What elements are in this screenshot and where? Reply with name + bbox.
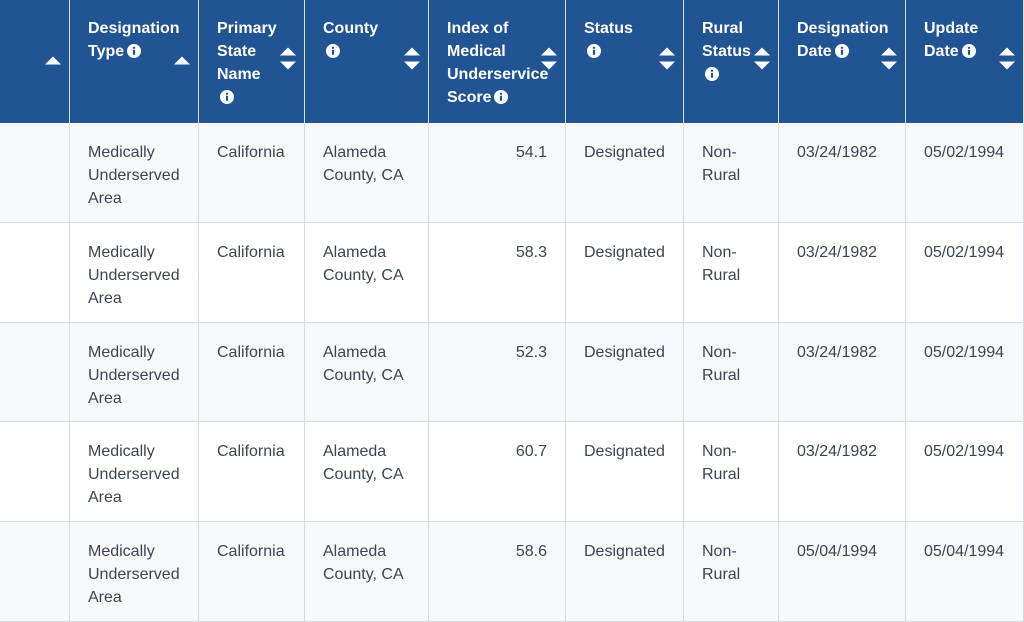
table-cell [0,123,70,223]
table-cell: Non-Rural [684,322,779,423]
table-cell: 05/04/1994 [779,522,906,622]
sort-icon [881,47,897,69]
info-icon[interactable] [220,90,234,104]
table-cell: Designated [566,422,684,523]
sort-button[interactable] [997,45,1017,78]
table-cell: Medically Underserved Area [70,522,199,622]
table-cell [0,222,70,323]
sort-button[interactable] [43,50,63,73]
sort-button[interactable] [657,45,677,78]
table-cell: Designated [566,222,684,323]
table-cell: Designated [566,123,684,223]
header-cell: Primary State Name [199,0,305,123]
header-cell: Index of Medical Underservice Score [429,0,566,123]
table-cell: 58.3 [429,222,566,323]
sort-icon [659,47,675,69]
header-label: Index of Medical Underservice Score [447,20,549,106]
table-cell: 52.3 [429,322,566,423]
info-icon[interactable] [494,90,509,104]
table-cell [0,422,70,523]
table-cell: California [199,222,305,323]
table-cell: Medically Underserved Area [70,222,199,323]
table-cell: 05/02/1994 [906,322,1024,423]
table-cell: 54.1 [429,123,566,223]
info-icon[interactable] [961,44,976,58]
info-icon[interactable] [127,44,142,58]
table-cell: 05/02/1994 [906,222,1024,323]
sort-button[interactable] [172,50,192,73]
header-label: Status [584,20,633,37]
sort-button[interactable] [752,45,772,78]
sort-icon [999,47,1015,69]
table-cell: 03/24/1982 [779,422,906,523]
sort-icon [541,47,557,69]
table-cell: 58.6 [429,522,566,622]
header-label: Rural Status [702,20,751,60]
table-cell: Non-Rural [684,222,779,323]
header-label: Designation Date [797,20,889,60]
header-label: Designation Type [88,20,180,60]
table-cell: California [199,123,305,223]
table-cell: Medically Underserved Area [70,322,199,423]
sort-button[interactable] [402,45,422,78]
table-cell: Medically Underserved Area [70,123,199,223]
sort-button[interactable] [278,45,298,78]
table-cell [0,322,70,423]
table-cell: 03/24/1982 [779,222,906,323]
header-label: Update Date [924,20,979,60]
table-cell: Medically Underserved Area [70,422,199,523]
header-cell: Update Date [906,0,1024,123]
header-label: County [323,20,379,37]
table-cell: Non-Rural [684,522,779,622]
header-label: Primary State Name [217,20,277,83]
table-cell: 03/24/1982 [779,322,906,423]
sort-icon [174,56,190,64]
info-icon[interactable] [834,44,849,58]
table-cell: Alameda County, CA [305,522,429,622]
sort-icon [754,47,770,69]
table-cell: Non-Rural [684,422,779,523]
info-icon[interactable] [705,67,719,81]
header-cell: Status [566,0,684,123]
table-cell: 60.7 [429,422,566,523]
table-cell: California [199,522,305,622]
table-cell: Designated [566,322,684,423]
header-cell: County [305,0,429,123]
info-icon[interactable] [587,44,601,58]
table-cell: 05/02/1994 [906,123,1024,223]
table-cell: Alameda County, CA [305,322,429,423]
sort-button[interactable] [879,45,899,78]
table-cell: Alameda County, CA [305,123,429,223]
table-cell: California [199,322,305,423]
header-cell: Designation Date [779,0,906,123]
sort-button[interactable] [539,45,559,78]
sort-icon [404,47,420,69]
info-icon[interactable] [326,44,340,58]
header-cell [0,0,70,123]
table-cell: 05/02/1994 [906,422,1024,523]
header-cell: Rural Status [684,0,779,123]
table-cell: 03/24/1982 [779,123,906,223]
sort-icon [280,47,296,69]
sort-icon [45,56,61,64]
table-cell [0,522,70,622]
table-cell: Non-Rural [684,123,779,223]
table-cell: Alameda County, CA [305,222,429,323]
header-cell: Designation Type [70,0,199,123]
table-cell: 05/04/1994 [906,522,1024,622]
table-cell: Alameda County, CA [305,422,429,523]
table-cell: Designated [566,522,684,622]
table-cell: California [199,422,305,523]
